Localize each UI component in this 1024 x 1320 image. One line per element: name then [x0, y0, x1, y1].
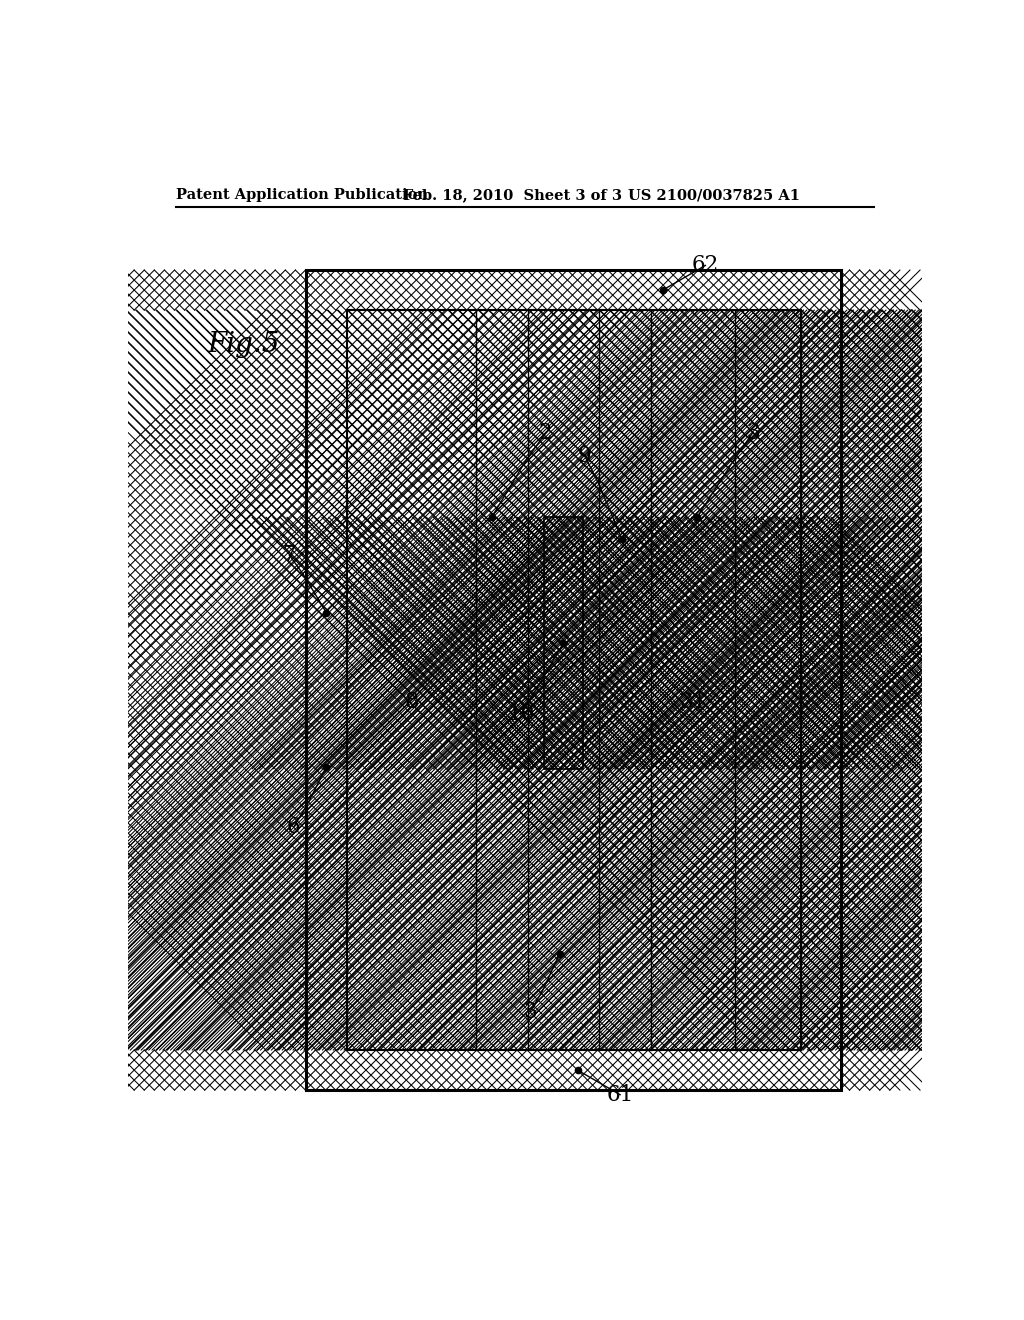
- Text: 9: 9: [578, 445, 592, 467]
- Bar: [599, 310, 651, 1051]
- Text: Patent Application Publication: Patent Application Publication: [176, 189, 428, 202]
- Bar: [476, 310, 528, 1051]
- Bar: [306, 271, 841, 310]
- Bar: [346, 310, 801, 1051]
- Bar: [306, 1051, 841, 1090]
- Bar: [801, 310, 841, 1051]
- Text: 3: 3: [523, 1001, 537, 1023]
- Bar: [346, 310, 476, 1051]
- Bar: [544, 517, 583, 768]
- Bar: [306, 310, 346, 1051]
- Bar: [599, 310, 651, 1051]
- Bar: [544, 517, 583, 768]
- Text: 6: 6: [287, 816, 301, 838]
- Bar: [346, 310, 801, 1051]
- Text: 3: 3: [745, 421, 760, 444]
- Text: 62: 62: [691, 255, 719, 276]
- Text: 31: 31: [679, 692, 707, 713]
- Text: 2: 2: [539, 421, 553, 444]
- Bar: [735, 310, 801, 1051]
- Bar: [651, 310, 735, 1051]
- Bar: [306, 271, 841, 1090]
- Bar: [306, 310, 346, 1051]
- Text: US 2100/0037825 A1: US 2100/0037825 A1: [628, 189, 800, 202]
- Bar: [544, 517, 583, 768]
- Bar: [528, 310, 599, 1051]
- Text: 10: 10: [507, 704, 535, 725]
- Text: 61: 61: [606, 1084, 634, 1106]
- Text: 8: 8: [404, 692, 419, 713]
- Bar: [306, 271, 841, 1090]
- Bar: [476, 310, 528, 1051]
- Text: Fig.5: Fig.5: [207, 331, 280, 358]
- Text: Feb. 18, 2010  Sheet 3 of 3: Feb. 18, 2010 Sheet 3 of 3: [403, 189, 623, 202]
- Text: 7: 7: [283, 544, 296, 566]
- Bar: [306, 271, 841, 310]
- Bar: [306, 1051, 841, 1090]
- Bar: [735, 310, 801, 1051]
- Bar: [801, 310, 841, 1051]
